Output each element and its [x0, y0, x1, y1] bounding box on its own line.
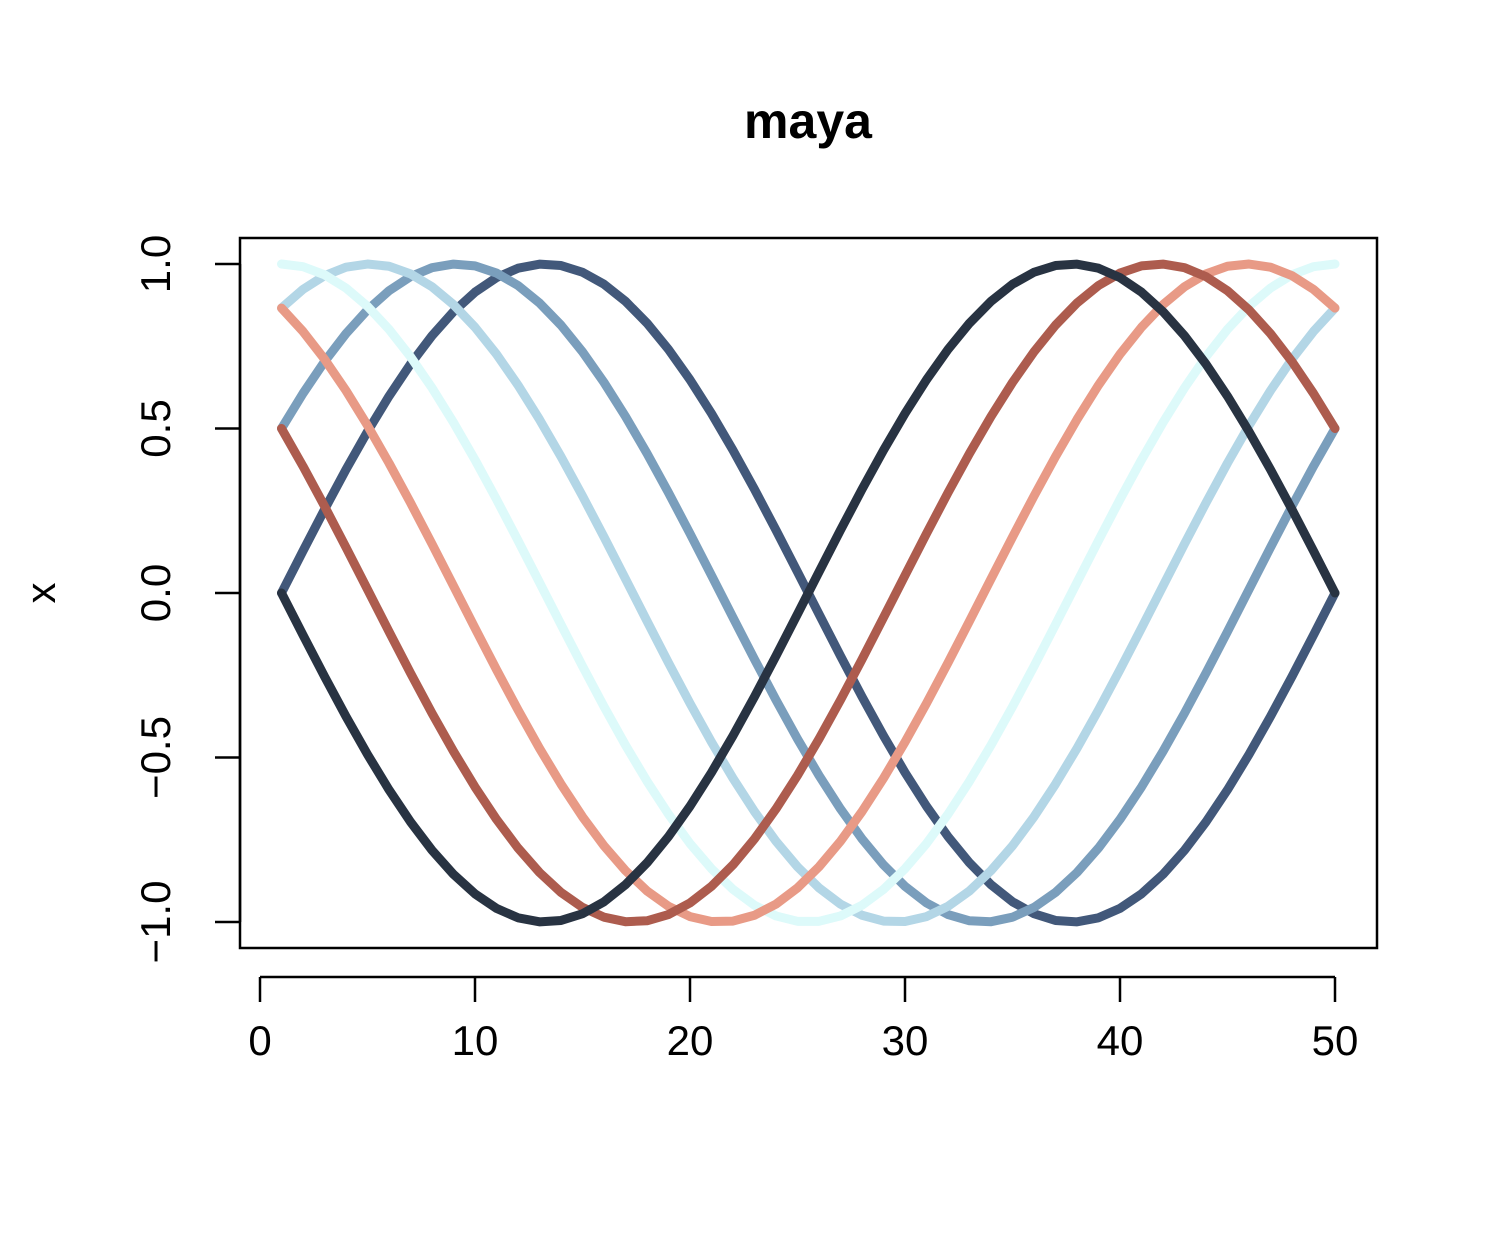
x-tick-label: 0	[248, 1017, 271, 1064]
series-line-7	[277, 259, 1340, 927]
y-tick-label: 0.0	[132, 564, 179, 622]
x-tick-label: 20	[667, 1017, 714, 1064]
x-tick-label: 40	[1097, 1017, 1144, 1064]
series-line-6	[277, 259, 1340, 927]
y-tick-label: −1.0	[132, 881, 179, 964]
x-tick-label: 10	[452, 1017, 499, 1064]
y-axis: −1.0 −0.5 0.0 0.5 1.0	[132, 235, 242, 964]
x-tick-label: 50	[1312, 1017, 1359, 1064]
series-line-4	[277, 259, 1340, 926]
series-group	[277, 259, 1340, 927]
y-tick-label: −0.5	[132, 716, 179, 799]
y-axis-label: x	[17, 583, 64, 604]
chart-title: maya	[744, 93, 873, 149]
x-tick-label: 30	[882, 1017, 929, 1064]
y-tick-label: 0.5	[132, 399, 179, 457]
x-axis: 0 10 20 30 40 50	[248, 975, 1359, 1064]
y-tick-label: 1.0	[132, 235, 179, 293]
